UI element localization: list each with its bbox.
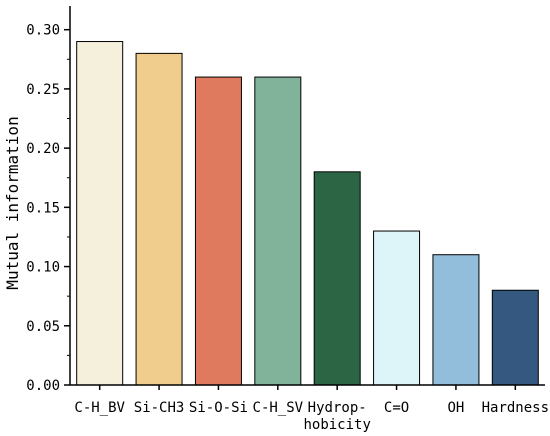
y-tick-label-5: 0.25	[26, 82, 60, 98]
y-axis-title: Mutual information	[3, 116, 22, 289]
x-tick-label-2: Si-O-Si	[189, 400, 248, 416]
x-tick-label-0: C-H_BV	[74, 400, 125, 416]
bar-7	[432, 254, 480, 386]
y-tick-label-6: 0.30	[26, 23, 60, 39]
x-tick-label-6: OH	[448, 400, 465, 416]
bar-3	[194, 76, 242, 386]
x-tick-label-3: C-H_SV	[253, 400, 304, 416]
bar-5	[313, 171, 361, 386]
x-axis: C-H_BV Si-CH3 Si-O-Si C-H_SV Hydrop-hobicity…	[70, 384, 549, 433]
y-axis: 0.00 0.05 0.10 0.15 0.20 0.25 0.30	[26, 6, 71, 394]
bar-8	[491, 289, 539, 386]
x-tick-label-4: Hydrop-hobicity	[303, 400, 370, 433]
y-tick-label-3: 0.15	[26, 200, 60, 216]
bar-4	[254, 76, 302, 386]
x-tick-label-5: C=O	[384, 400, 409, 416]
bar-1	[76, 41, 124, 386]
bar-6	[373, 230, 421, 386]
y-tick-label-1: 0.05	[26, 319, 60, 335]
y-tick-label-2: 0.10	[26, 260, 60, 276]
x-tick-label-7: Hardness	[482, 400, 549, 416]
x-tick-label-1: Si-CH3	[134, 400, 185, 416]
y-tick-label-4: 0.20	[26, 141, 60, 157]
bars-group	[76, 41, 539, 386]
bar-2	[135, 52, 183, 386]
y-tick-label-0: 0.00	[26, 378, 60, 394]
